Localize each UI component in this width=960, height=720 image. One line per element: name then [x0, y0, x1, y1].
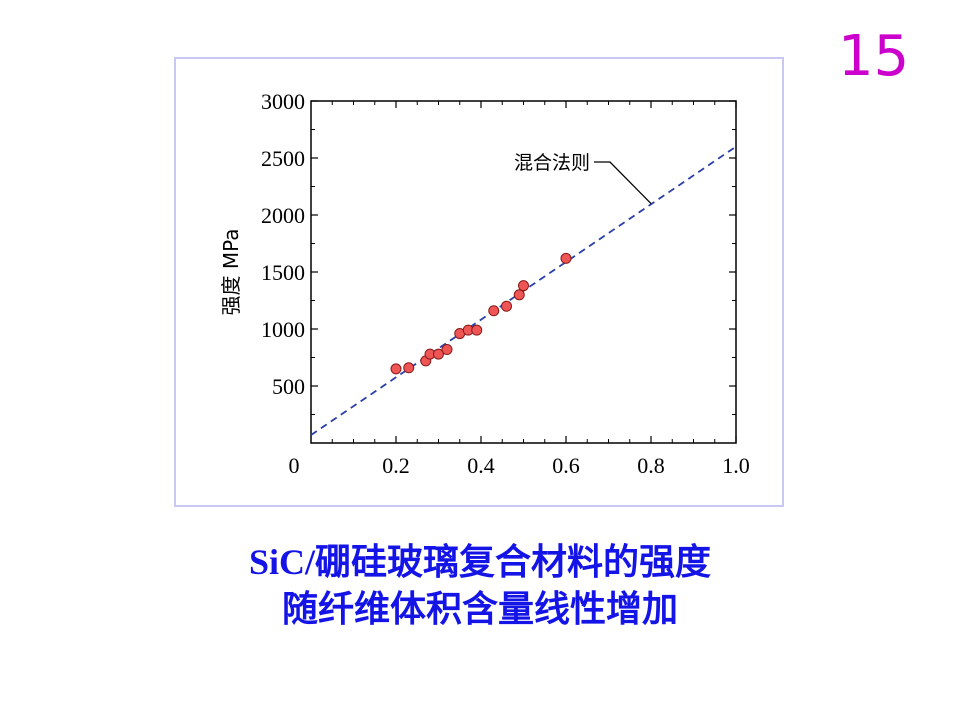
data-point — [403, 362, 415, 374]
x-tick-label: 1.0 — [722, 453, 750, 478]
y-tick-label: 3000 — [261, 89, 305, 114]
caption-line-2: 随纤维体积含量线性增加 — [281, 589, 678, 630]
annotation-label: 混合法则 — [514, 152, 590, 174]
origin-label: 0 — [289, 453, 300, 478]
data-point — [471, 324, 483, 336]
y-tick-label: 1000 — [261, 317, 305, 342]
caption-prefix: SiC/ — [248, 542, 315, 582]
strength-chart: 0.2 0.4 0.6 0.8 1.0 500 1000 1500 2000 2500 3000 0 强… — [219, 89, 750, 478]
x-tick-label: 0.2 — [382, 453, 410, 478]
y-tick-label: 2500 — [261, 146, 305, 171]
data-point — [441, 344, 453, 356]
y-tick-label: 2000 — [261, 203, 305, 228]
y-tick-label: 500 — [272, 374, 305, 399]
x-tick-label: 0.8 — [637, 453, 665, 478]
data-point — [513, 289, 525, 301]
x-tick-label: 0.4 — [467, 453, 495, 478]
chart-frame: 0.2 0.4 0.6 0.8 1.0 500 1000 1500 2000 2500 3000 0 强… — [174, 57, 784, 507]
annotation-leader — [594, 161, 652, 205]
data-point — [488, 305, 500, 317]
data-point — [518, 280, 529, 292]
data-point — [560, 252, 572, 264]
data-point — [433, 348, 444, 360]
data-point — [501, 300, 512, 312]
page-number: 15 — [838, 24, 910, 89]
data-point — [390, 363, 402, 375]
data-points — [390, 252, 572, 375]
y-tick-label: 1500 — [261, 260, 305, 285]
y-axis-label: 强度 MPa — [219, 228, 243, 315]
caption-line-1: SiC/硼硅玻璃复合材料的强度 — [0, 540, 960, 585]
ticks-group — [311, 100, 737, 443]
x-tick-label: 0.6 — [552, 453, 580, 478]
caption-line-1-text: 硼硅玻璃复合材料的强度 — [315, 542, 712, 583]
labels-group: 0.2 0.4 0.6 0.8 1.0 500 1000 1500 2000 2500 3000 0 强… — [219, 89, 750, 478]
